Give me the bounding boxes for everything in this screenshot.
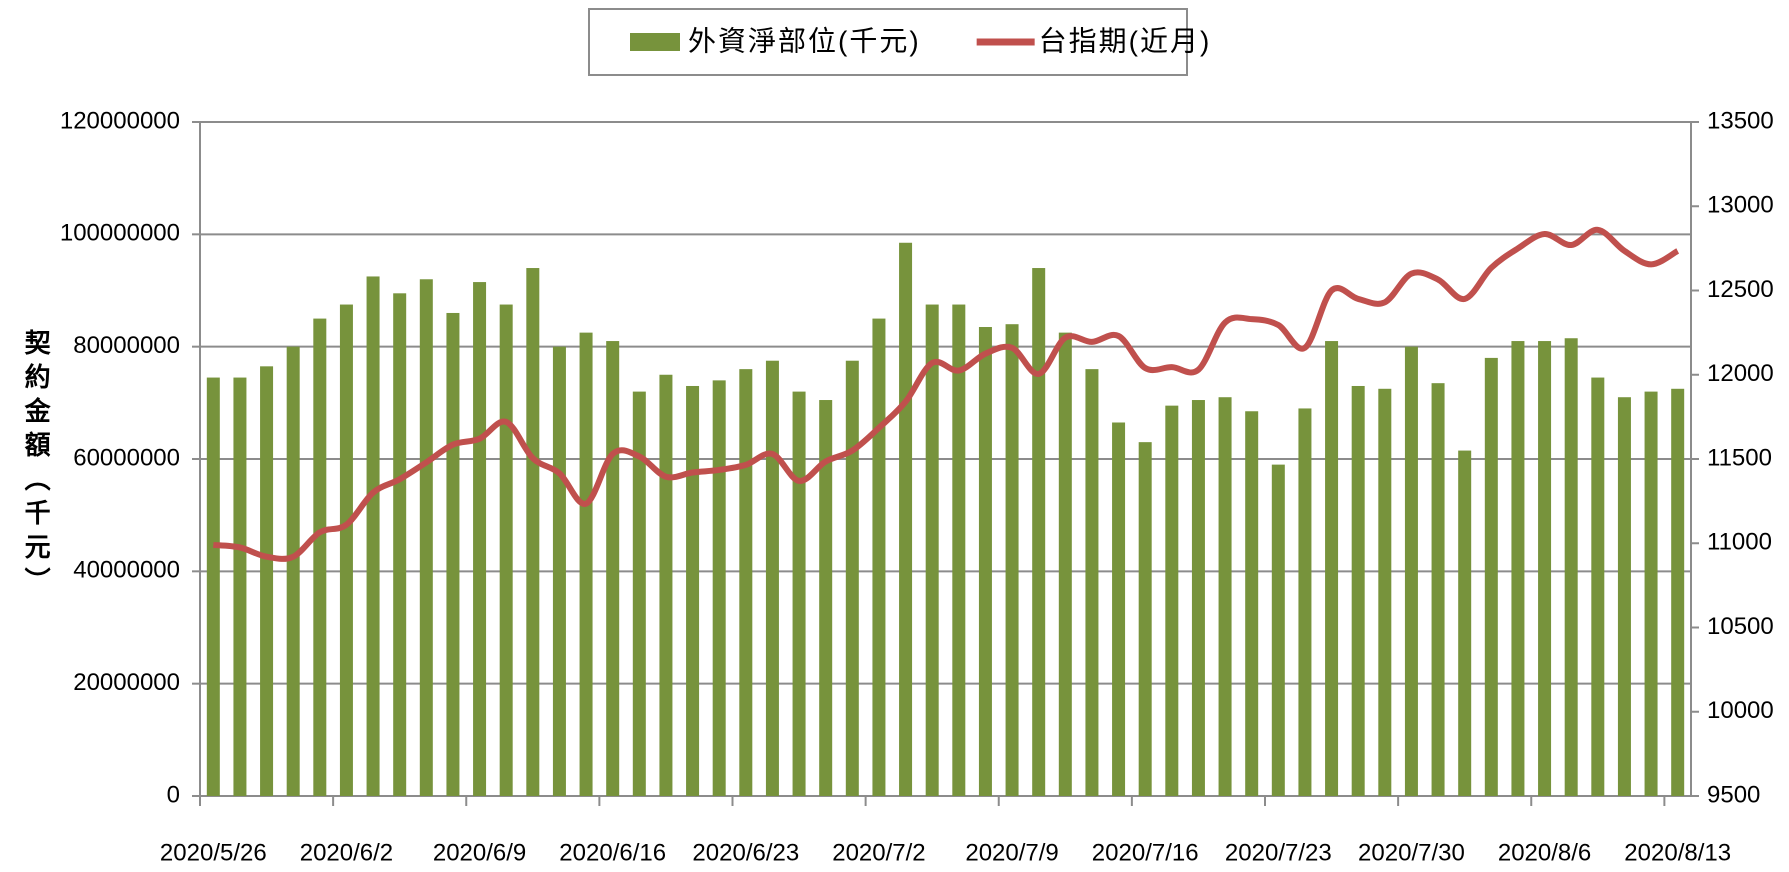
bar <box>473 282 487 796</box>
bar <box>1138 442 1152 796</box>
bar <box>1245 411 1259 796</box>
legend-box <box>588 8 1188 76</box>
bar <box>1484 357 1498 796</box>
bar <box>739 369 753 796</box>
y2-tick-label: 13500 <box>1707 107 1774 134</box>
bar <box>872 318 886 796</box>
bar <box>819 400 833 796</box>
x-tick-label: 2020/7/30 <box>1358 839 1465 866</box>
x-tick-label: 2020/6/23 <box>692 839 799 866</box>
x-tick-label: 2020/7/2 <box>832 839 925 866</box>
bar <box>393 293 407 796</box>
bar <box>925 304 939 796</box>
bar <box>1538 341 1552 796</box>
y-tick-label: 60000000 <box>73 444 180 471</box>
bar <box>1378 388 1392 796</box>
bar <box>952 304 966 796</box>
x-tick-label: 2020/6/9 <box>433 839 526 866</box>
bar <box>1032 268 1046 796</box>
bar <box>1351 385 1365 796</box>
bar <box>552 346 566 796</box>
legend-label: 外資淨部位(千元) <box>688 25 921 56</box>
y2-tick-label: 13000 <box>1707 192 1774 219</box>
y2-tick-label: 10500 <box>1707 613 1774 640</box>
bar <box>1564 338 1578 796</box>
bar <box>1058 332 1072 796</box>
bar <box>1458 450 1472 796</box>
bar <box>792 391 806 796</box>
x-tick-label: 2020/7/16 <box>1092 839 1199 866</box>
bar <box>1005 324 1019 796</box>
bar <box>1112 422 1126 796</box>
bar <box>659 374 673 796</box>
bar <box>206 377 220 796</box>
bar <box>419 279 433 796</box>
bar <box>526 268 540 796</box>
bar <box>1404 346 1418 796</box>
bar <box>1191 400 1205 796</box>
y2-tick-label: 11500 <box>1707 444 1772 471</box>
legend-label: 台指期(近月) <box>1039 25 1212 56</box>
bar <box>339 304 353 796</box>
bar <box>366 276 380 796</box>
bar <box>1271 464 1285 796</box>
bar <box>1617 397 1631 796</box>
bar <box>286 346 300 796</box>
y-tick-label: 20000000 <box>73 669 180 696</box>
x-tick-label: 2020/7/9 <box>965 839 1058 866</box>
bar <box>1218 397 1232 796</box>
bar <box>978 327 992 796</box>
y-axis-label: 契約金額（千元） <box>21 329 51 601</box>
bar <box>845 360 859 796</box>
line <box>213 226 1680 562</box>
y2-tick-label: 9500 <box>1707 781 1760 808</box>
bar <box>313 318 327 796</box>
bar <box>579 332 593 796</box>
y-tick-label: 0 <box>167 781 180 808</box>
legend-swatch <box>630 33 680 51</box>
y-tick-label: 80000000 <box>73 332 180 359</box>
bar <box>1671 388 1685 796</box>
bar <box>1644 391 1658 796</box>
bar <box>446 312 460 796</box>
y-tick-label: 120000000 <box>60 107 180 134</box>
bar <box>1431 383 1445 796</box>
bar <box>233 377 247 796</box>
x-tick-label: 2020/8/6 <box>1498 839 1591 866</box>
bar <box>1325 341 1339 796</box>
y-tick-label: 100000000 <box>60 220 180 247</box>
bar <box>632 391 646 796</box>
y2-tick-label: 12500 <box>1707 276 1774 303</box>
y2-tick-label: 12000 <box>1707 360 1774 387</box>
x-tick-label: 2020/6/2 <box>300 839 393 866</box>
x-tick-label: 2020/5/26 <box>160 839 267 866</box>
bar <box>765 360 779 796</box>
x-tick-label: 2020/6/16 <box>559 839 666 866</box>
y2-tick-label: 11000 <box>1707 529 1772 556</box>
bar <box>1298 408 1312 796</box>
bar <box>499 304 513 796</box>
y-tick-label: 40000000 <box>73 557 180 584</box>
bar <box>899 242 913 797</box>
bar <box>606 341 620 796</box>
bar <box>1165 405 1179 796</box>
x-tick-label: 2020/8/13 <box>1624 839 1731 866</box>
bar <box>1085 369 1099 796</box>
x-tick-label: 2020/7/23 <box>1225 839 1332 866</box>
y2-tick-label: 10000 <box>1707 697 1774 724</box>
bar <box>1591 377 1605 796</box>
bar <box>260 366 274 796</box>
bar <box>1511 341 1525 796</box>
bar <box>686 385 700 796</box>
bar <box>712 380 726 796</box>
